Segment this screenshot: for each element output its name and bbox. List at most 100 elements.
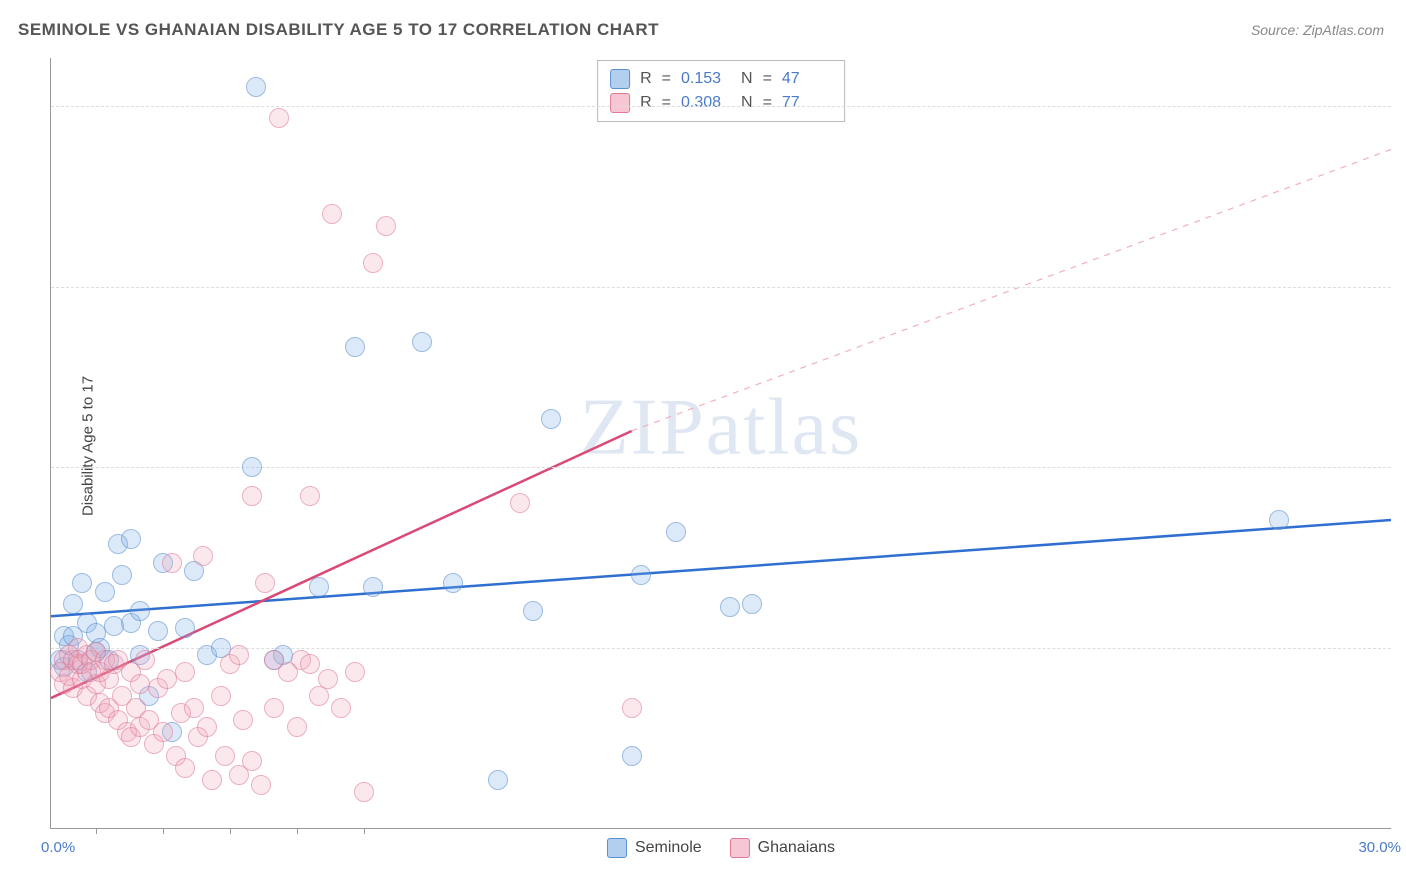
point-seminole (121, 529, 141, 549)
point-ghanaian (135, 650, 155, 670)
gridline (51, 287, 1391, 288)
series-legend: Seminole Ghanaians (607, 838, 835, 858)
point-seminole (130, 601, 150, 621)
point-seminole (345, 337, 365, 357)
y-tick-label: 15.0% (1396, 459, 1406, 476)
point-ghanaian (269, 108, 289, 128)
swatch-pink-icon (610, 93, 630, 113)
equals-sign: = (662, 70, 671, 88)
point-seminole (1269, 510, 1289, 530)
equals-sign: = (763, 94, 772, 112)
point-seminole (309, 577, 329, 597)
point-seminole (95, 582, 115, 602)
point-ghanaian (251, 775, 271, 795)
point-ghanaian (211, 686, 231, 706)
equals-sign: = (662, 94, 671, 112)
point-ghanaian (622, 698, 642, 718)
point-ghanaian (242, 486, 262, 506)
point-seminole (488, 770, 508, 790)
x-max-label: 30.0% (1358, 839, 1401, 856)
n-value-ghanaians: 77 (782, 94, 832, 112)
y-tick-label: 30.0% (1396, 98, 1406, 115)
point-seminole (72, 573, 92, 593)
point-seminole (622, 746, 642, 766)
point-seminole (104, 616, 124, 636)
y-tick-label: 22.5% (1396, 278, 1406, 295)
swatch-pink-icon (730, 838, 750, 858)
point-seminole (148, 621, 168, 641)
point-ghanaian (300, 654, 320, 674)
point-seminole (666, 522, 686, 542)
n-label: N (741, 70, 753, 88)
x-origin-label: 0.0% (41, 839, 75, 856)
point-seminole (631, 565, 651, 585)
point-seminole (242, 457, 262, 477)
r-label: R (640, 70, 652, 88)
source-attribution: Source: ZipAtlas.com (1251, 22, 1384, 38)
y-tick-label: 7.5% (1396, 639, 1406, 656)
gridline (51, 106, 1391, 107)
point-ghanaian (376, 216, 396, 236)
point-ghanaian (318, 669, 338, 689)
point-ghanaian (331, 698, 351, 718)
x-tick (230, 828, 231, 834)
r-value-ghanaians: 0.308 (681, 94, 731, 112)
point-ghanaian (153, 722, 173, 742)
r-value-seminole: 0.153 (681, 70, 731, 88)
point-ghanaian (175, 758, 195, 778)
x-tick (364, 828, 365, 834)
point-ghanaian (162, 553, 182, 573)
gridline (51, 648, 1391, 649)
point-ghanaian (175, 662, 195, 682)
legend-row-ghanaians: R = 0.308 N = 77 (610, 91, 832, 115)
point-ghanaian (510, 493, 530, 513)
point-ghanaian (255, 573, 275, 593)
point-ghanaian (215, 746, 235, 766)
point-ghanaian (287, 717, 307, 737)
correlation-legend: R = 0.153 N = 47 R = 0.308 N = 77 (597, 60, 845, 122)
point-ghanaian (193, 546, 213, 566)
legend-row-seminole: R = 0.153 N = 47 (610, 67, 832, 91)
point-seminole (742, 594, 762, 614)
x-tick (297, 828, 298, 834)
chart-title: SEMINOLE VS GHANAIAN DISABILITY AGE 5 TO… (18, 20, 659, 40)
point-ghanaian (197, 717, 217, 737)
trend-line (632, 149, 1391, 431)
point-ghanaian (130, 674, 150, 694)
legend-label: Seminole (635, 839, 702, 857)
x-tick (96, 828, 97, 834)
trend-lines-svg (51, 58, 1391, 828)
point-ghanaian (300, 486, 320, 506)
equals-sign: = (763, 70, 772, 88)
legend-item-seminole: Seminole (607, 838, 702, 858)
point-seminole (720, 597, 740, 617)
point-ghanaian (322, 204, 342, 224)
correlation-chart: SEMINOLE VS GHANAIAN DISABILITY AGE 5 TO… (0, 0, 1406, 892)
point-seminole (175, 618, 195, 638)
point-ghanaian (229, 645, 249, 665)
legend-label: Ghanaians (758, 839, 835, 857)
point-ghanaian (184, 698, 204, 718)
n-value-seminole: 47 (782, 70, 832, 88)
point-seminole (541, 409, 561, 429)
point-ghanaian (242, 751, 262, 771)
point-seminole (112, 565, 132, 585)
point-ghanaian (345, 662, 365, 682)
point-ghanaian (354, 782, 374, 802)
plot-area: ZIPatlas R = 0.153 N = 47 R = 0.308 N = … (50, 58, 1391, 829)
point-seminole (443, 573, 463, 593)
point-ghanaian (264, 698, 284, 718)
point-ghanaian (233, 710, 253, 730)
point-ghanaian (363, 253, 383, 273)
swatch-blue-icon (610, 69, 630, 89)
x-tick (163, 828, 164, 834)
point-seminole (412, 332, 432, 352)
point-seminole (246, 77, 266, 97)
point-seminole (63, 594, 83, 614)
watermark-text: ZIPatlas (580, 382, 863, 473)
n-label: N (741, 94, 753, 112)
legend-item-ghanaians: Ghanaians (730, 838, 835, 858)
swatch-blue-icon (607, 838, 627, 858)
point-seminole (363, 577, 383, 597)
point-ghanaian (202, 770, 222, 790)
